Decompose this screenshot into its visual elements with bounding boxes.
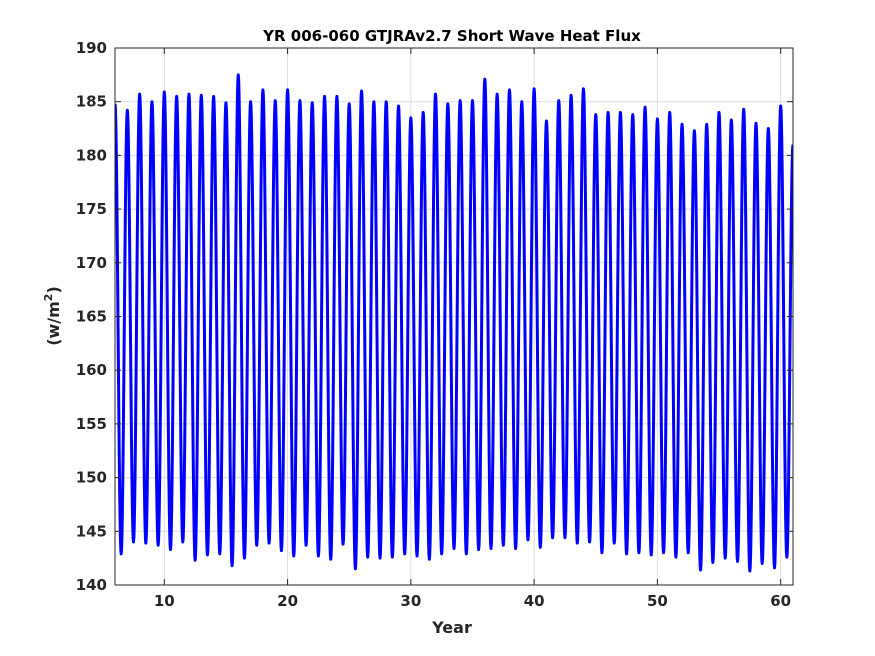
tick-labels: 10 20 30 40 50 60 140 145 150 155 160 165 170 175 180 1… xyxy=(76,39,791,610)
y-tick-label: 160 xyxy=(76,361,107,379)
y-tick-label: 140 xyxy=(76,576,107,594)
x-tick-label: 20 xyxy=(277,592,298,610)
y-tick-label: 180 xyxy=(76,146,107,164)
x-axis-label: Year xyxy=(431,618,472,637)
x-tick-label: 60 xyxy=(770,592,791,610)
tick-marks xyxy=(115,47,793,586)
chart-title: YR 006-060 GTJRAv2.7 Short Wave Heat Flu… xyxy=(262,27,641,45)
x-tick-label: 50 xyxy=(647,592,668,610)
y-tick-label: 175 xyxy=(76,200,107,218)
y-tick-label: 190 xyxy=(76,39,107,57)
x-tick-label: 40 xyxy=(524,592,545,610)
series-group xyxy=(115,73,793,573)
y-axis-label-superscript: 2 xyxy=(42,294,55,302)
y-axis-label: (w/m2) xyxy=(42,286,63,346)
y-tick-label: 165 xyxy=(76,308,107,326)
series-line xyxy=(115,73,793,573)
y-tick-label: 170 xyxy=(76,254,107,272)
x-tick-label: 30 xyxy=(400,592,421,610)
x-tick-label: 10 xyxy=(154,592,175,610)
y-tick-label: 155 xyxy=(76,415,107,433)
y-tick-label: 145 xyxy=(76,522,107,540)
y-tick-label: 185 xyxy=(76,93,107,111)
y-axis-label-close: ) xyxy=(44,286,63,293)
y-axis-label-main: (w/m xyxy=(44,301,63,346)
y-tick-label: 150 xyxy=(76,469,107,487)
